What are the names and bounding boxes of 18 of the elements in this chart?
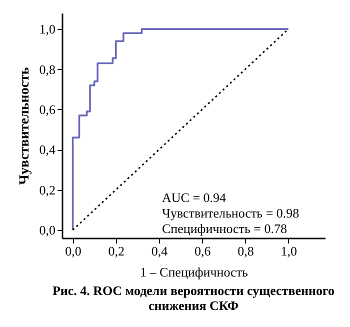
y-tick-label: 0,8 — [39, 62, 56, 77]
annotation: Специфичность = 0.78 — [162, 221, 287, 236]
x-tick-label: 0,8 — [238, 244, 254, 258]
x-tick-label: 0,4 — [151, 244, 168, 258]
y-axis-title: Чувствительность — [17, 66, 32, 185]
x-tick-label: 1,0 — [280, 244, 297, 258]
y-tick-label: 1,0 — [39, 22, 56, 37]
x-axis-title: 1 – Специфичность — [140, 264, 248, 280]
annotation: Чувствительность = 0.98 — [162, 206, 300, 220]
y-tick-label: 0,0 — [39, 222, 56, 238]
annotation: AUC = 0.94 — [162, 190, 227, 205]
text: Рис. 4. ROC модели вероятности существенного снижения СКФ — [52, 283, 335, 313]
y-tick-label: 0,6 — [39, 102, 56, 117]
x-tick-label: 0,6 — [194, 244, 212, 258]
x-tick-label: 0,2 — [108, 244, 125, 258]
y-tick-label: 0,2 — [39, 182, 56, 198]
x-tick-label: 0,0 — [65, 244, 82, 258]
y-tick-label: 0,4 — [39, 142, 56, 158]
